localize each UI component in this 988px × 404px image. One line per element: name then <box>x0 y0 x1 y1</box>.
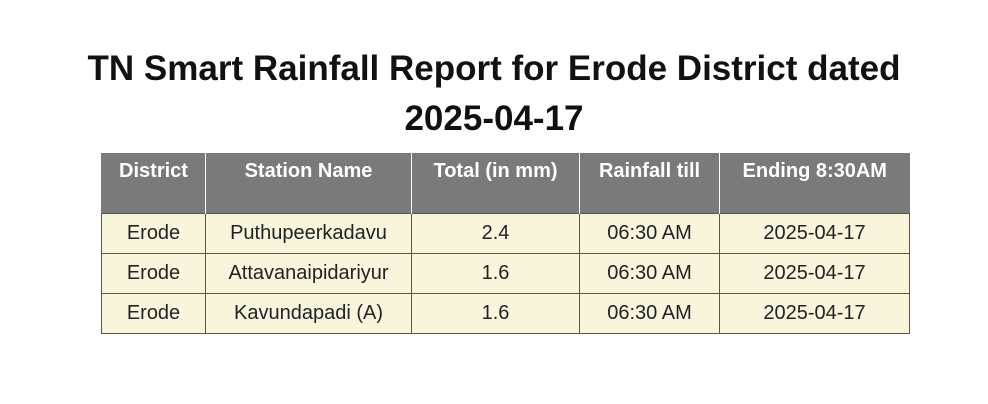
cell-rainfall-till: 06:30 AM <box>579 292 720 334</box>
cell-district: Erode <box>101 252 206 294</box>
table-row: Erode Kavundapadi (A) 1.6 06:30 AM 2025-… <box>101 292 910 334</box>
table-header-row: District Station Name Total (in mm) Rain… <box>101 153 910 213</box>
cell-total: 2.4 <box>411 212 580 254</box>
header-district: District <box>101 153 206 213</box>
cell-total: 1.6 <box>411 252 580 294</box>
header-ending: Ending 8:30AM <box>719 153 910 213</box>
cell-total: 1.6 <box>411 292 580 334</box>
table-row: Erode Puthupeerkadavu 2.4 06:30 AM 2025-… <box>101 212 910 254</box>
cell-station-name: Attavanaipidariyur <box>205 252 412 294</box>
cell-station-name: Kavundapadi (A) <box>205 292 412 334</box>
header-rainfall-till: Rainfall till <box>579 153 720 213</box>
report-title-date: 2025-04-17 <box>404 99 584 138</box>
cell-ending-date: 2025-04-17 <box>719 292 910 334</box>
cell-rainfall-till: 06:30 AM <box>579 212 720 254</box>
rainfall-table: District Station Name Total (in mm) Rain… <box>101 153 910 334</box>
header-station-name: Station Name <box>205 153 412 213</box>
header-total: Total (in mm) <box>411 153 580 213</box>
cell-district: Erode <box>101 212 206 254</box>
cell-ending-date: 2025-04-17 <box>719 212 910 254</box>
cell-rainfall-till: 06:30 AM <box>579 252 720 294</box>
table-row: Erode Attavanaipidariyur 1.6 06:30 AM 20… <box>101 252 910 294</box>
cell-district: Erode <box>101 292 206 334</box>
cell-station-name: Puthupeerkadavu <box>205 212 412 254</box>
report-title-line-1: TN Smart Rainfall Report for Erode Distr… <box>87 49 901 88</box>
cell-ending-date: 2025-04-17 <box>719 252 910 294</box>
